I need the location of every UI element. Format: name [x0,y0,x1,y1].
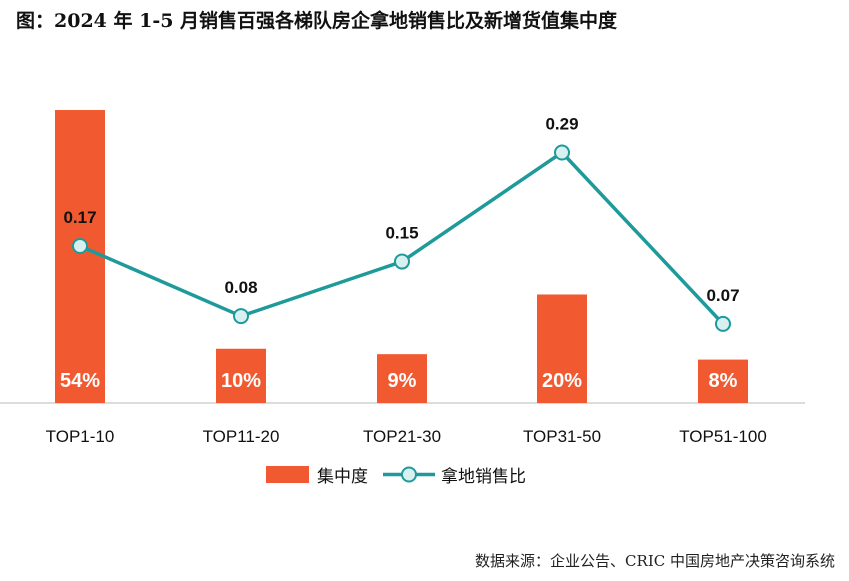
bar-value-label: 9% [388,370,417,392]
bar-top21-30 [377,354,427,403]
x-tick-label: TOP1-10 [46,427,115,446]
bar-top31-50 [537,294,587,403]
bar-top1-10 [55,109,105,403]
legend-label-bar: 集中度 [317,467,368,487]
line-layer: 54% 10% 9% 20% 8% 0.17 0.08 0.15 0.29 0.07 [60,114,740,392]
source-note: 数据来源：企业公告、CRIC 中国房地产决策咨询系统 [475,552,835,570]
bars-layer [55,109,748,403]
x-tick-label: TOP51-100 [679,427,767,446]
bar-value-label: 54% [60,370,100,392]
bar-top11-20 [216,348,266,403]
line-value-label: 0.07 [706,286,739,305]
legend-line-marker [401,466,417,483]
line-point [554,144,570,161]
legend-label-line: 拿地销售比 [441,466,526,487]
line-point [394,253,410,270]
bar-top51-100 [698,359,748,403]
line-point [72,237,88,254]
chart-title: 图：2024 年 1-5 月销售百强各梯队房企拿地销售比及新增货值集中度 [16,10,618,32]
x-tick-label: TOP11-20 [203,427,280,446]
line-point [715,315,731,332]
line-value-label: 0.15 [385,224,418,243]
bar-value-label: 8% [709,370,738,392]
bar-value-label: 10% [221,370,261,392]
x-tick-label: TOP21-30 [363,427,441,446]
x-tick-labels: TOP1-10 TOP11-20 TOP21-30 TOP31-50 TOP51-100 [46,427,767,446]
line-value-label: 0.17 [63,208,96,227]
line-value-label: 0.29 [545,114,578,133]
x-tick-label: TOP31-50 [523,427,601,446]
bar-value-label: 20% [542,370,582,392]
line-value-label: 0.08 [224,278,257,297]
legend-bar-swatch [266,466,309,483]
legend: 集中度 拿地销售比 [266,466,526,487]
line-point [233,308,249,325]
